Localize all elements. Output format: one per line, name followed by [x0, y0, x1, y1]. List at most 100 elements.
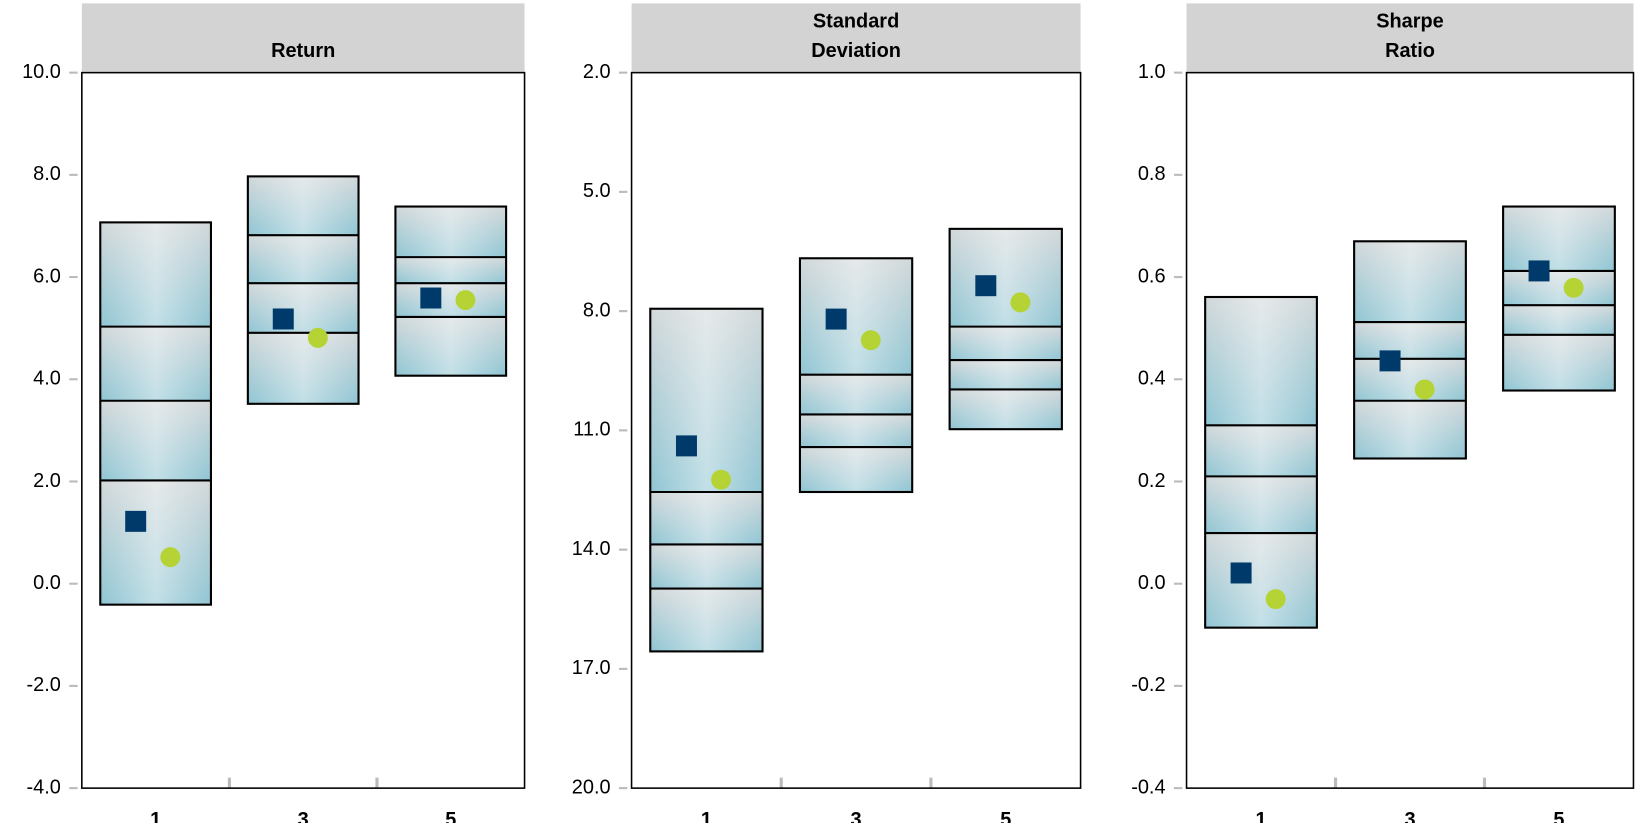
plot-frame	[1185, 71, 1635, 789]
y-tick-label: 11.0	[573, 419, 610, 441]
square-marker	[675, 435, 697, 457]
range-highlight	[1205, 425, 1317, 477]
y-tick-label: 0.2	[1138, 470, 1166, 492]
range-outline	[394, 205, 508, 377]
range-highlight	[395, 283, 507, 317]
range-highlight	[650, 544, 763, 589]
panel-header	[81, 3, 525, 73]
range-highlight	[949, 389, 1062, 430]
square-marker	[975, 275, 997, 297]
y-tick-label: -2.0	[27, 674, 61, 696]
square-marker	[1528, 260, 1550, 282]
range-highlight	[1503, 270, 1615, 306]
range-highlight	[100, 400, 211, 481]
y-tick-label: -4.0	[27, 776, 61, 798]
range-highlight	[1503, 334, 1615, 391]
range-highlight	[949, 228, 1062, 327]
range-highlight	[799, 374, 913, 415]
circle-marker	[455, 290, 476, 311]
y-tick-label: 14.0	[572, 538, 611, 560]
y-tick-label: 0.0	[33, 572, 61, 594]
square-marker	[420, 287, 442, 309]
range-outline	[246, 175, 360, 405]
range-outline	[1502, 205, 1616, 392]
panel-title: Return	[271, 40, 335, 62]
range-highlight	[799, 447, 913, 492]
range-highlight	[395, 316, 507, 376]
range-highlight	[100, 326, 211, 401]
y-tick-label: 10.0	[22, 61, 61, 83]
panel-header	[631, 3, 1081, 73]
range-highlight	[1503, 305, 1615, 335]
panel-header	[1186, 3, 1634, 73]
range-highlight	[650, 588, 763, 652]
range-outline	[798, 257, 914, 494]
panel-title: Deviation	[811, 40, 901, 62]
square-marker	[825, 308, 847, 330]
y-tick-label: 17.0	[572, 657, 611, 679]
y-tick-label: 8.0	[33, 163, 61, 185]
range-highlight	[100, 222, 211, 327]
y-tick-label: 8.0	[583, 299, 611, 321]
range-highlight	[650, 491, 763, 545]
panel-title: Standard	[813, 11, 899, 33]
x-tick-label: 3	[1404, 809, 1415, 823]
circle-marker	[307, 327, 328, 348]
y-tick-label: -0.2	[1131, 674, 1165, 696]
range-outline	[1353, 240, 1467, 460]
square-marker	[1230, 562, 1252, 584]
circle-marker	[1265, 589, 1286, 610]
x-tick-label: 3	[851, 809, 862, 823]
y-tick-label: 2.0	[583, 61, 611, 83]
range-outline	[99, 221, 213, 606]
y-tick-label: 0.8	[1138, 163, 1166, 185]
range-highlight	[949, 326, 1062, 361]
x-tick-label: 1	[701, 809, 712, 823]
range-highlight	[799, 414, 913, 448]
x-tick-label: 3	[298, 809, 309, 823]
range-highlight	[247, 283, 359, 333]
y-tick-label: 0.0	[1138, 572, 1166, 594]
y-tick-label: 1.0	[1138, 61, 1166, 83]
circle-marker	[1563, 277, 1584, 298]
circle-marker	[860, 330, 881, 351]
range-outline	[649, 307, 764, 653]
y-tick-label: 0.6	[1138, 265, 1166, 287]
range-outline	[948, 227, 1063, 431]
range-highlight	[1503, 206, 1615, 271]
range-highlight	[1205, 296, 1317, 426]
range-highlight	[247, 176, 359, 236]
x-tick-label: 5	[445, 809, 456, 823]
x-tick-label: 5	[1553, 809, 1564, 823]
range-highlight	[1354, 322, 1466, 359]
x-tick-label: 5	[1000, 809, 1011, 823]
range-highlight	[650, 308, 763, 492]
x-tick-label: 1	[150, 809, 161, 823]
square-marker	[1379, 350, 1401, 372]
panel-title: Ratio	[1385, 40, 1435, 62]
range-highlight	[949, 360, 1062, 390]
range-highlight	[799, 258, 913, 375]
y-tick-label: 20.0	[572, 776, 611, 798]
circle-marker	[1414, 379, 1435, 400]
range-outline	[1204, 295, 1318, 629]
range-highlight	[247, 235, 359, 284]
range-highlight	[100, 480, 211, 605]
y-tick-label: 2.0	[33, 470, 61, 492]
range-highlight	[395, 206, 507, 258]
range-highlight	[1205, 533, 1317, 628]
circle-marker	[160, 547, 181, 568]
y-tick-label: 0.4	[1138, 368, 1166, 390]
circle-marker	[711, 469, 732, 490]
circle-marker	[1010, 292, 1031, 313]
range-highlight	[1354, 358, 1466, 401]
plot-frame	[630, 71, 1082, 789]
square-marker	[272, 308, 294, 330]
range-highlight	[247, 332, 359, 404]
y-tick-label: -0.4	[1131, 776, 1165, 798]
plot-frame	[81, 71, 526, 789]
range-highlight	[395, 257, 507, 284]
panel-title: Sharpe	[1376, 11, 1444, 33]
